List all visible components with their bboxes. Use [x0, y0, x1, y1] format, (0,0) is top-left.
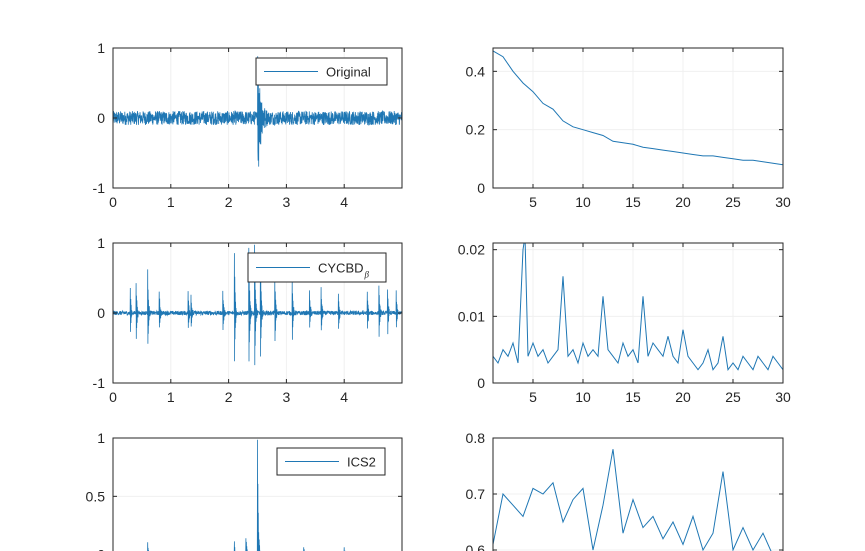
x-tick-label: 15 — [625, 194, 641, 210]
legend-label: CYCBD — [318, 261, 364, 276]
x-tick-label: 30 — [775, 194, 791, 210]
series-line — [493, 449, 772, 551]
tick-group: 0 1 2 3 4-101 — [93, 235, 402, 405]
axes-box — [492, 47, 784, 189]
x-tick-label: 3 — [283, 194, 291, 210]
panel-time-cycbd: 0 1 2 3 4-101 CYCBD β — [93, 235, 403, 405]
legend-label: Original — [326, 65, 371, 80]
y-tick-label: 1 — [97, 40, 105, 56]
axes-box — [492, 437, 784, 551]
y-tick-label: 0 — [97, 110, 105, 126]
x-tick-label: 10 — [575, 194, 591, 210]
y-tick-label: -1 — [93, 375, 106, 391]
y-tick-label: 0.02 — [458, 242, 485, 258]
series-group — [113, 244, 402, 366]
legend: ICS2 — [276, 447, 386, 476]
x-tick-label: 5 — [529, 389, 537, 405]
y-tick-label: 0 — [97, 547, 105, 551]
x-tick-label: 30 — [775, 389, 791, 405]
y-tick-label: 0.01 — [458, 308, 485, 324]
y-tick-label: 1 — [97, 235, 105, 251]
legend-subscript: β — [364, 270, 370, 280]
x-tick-label: 25 — [725, 194, 741, 210]
x-tick-label: 2 — [225, 194, 233, 210]
axes-box — [112, 437, 403, 551]
y-tick-label: 0 — [477, 180, 485, 196]
y-tick-label: 0.4 — [466, 63, 486, 79]
series-line — [113, 244, 402, 366]
panel-time-original: 0 1 2 3 4-101 Original — [93, 40, 403, 210]
legend: Original — [255, 57, 388, 86]
plot-area — [493, 48, 783, 188]
panel-time-ics2: 00.51 ICS2 — [86, 430, 403, 551]
panel-spectrum-original: 5 10 15 20 25 30 0 0.2 0.4 — [466, 47, 791, 210]
y-tick-label: 0.6 — [466, 542, 486, 551]
panel-spectrum-ics2: 0.6 0.7 0.8 — [466, 430, 784, 551]
tick-group: 00.51 — [86, 430, 402, 551]
series-group — [493, 243, 783, 371]
x-tick-label: 5 — [529, 194, 537, 210]
y-tick-label: 0 — [97, 305, 105, 321]
x-tick-label: 15 — [625, 389, 641, 405]
y-tick-label: 1 — [97, 430, 105, 446]
legend-label: ICS2 — [347, 455, 376, 470]
legend: CYCBD β — [247, 252, 387, 283]
panel-spectrum-cycbd: 5 10 15 20 25 30 0 0.01 0.02 — [458, 242, 791, 405]
x-tick-label: 4 — [340, 389, 348, 405]
series-group — [147, 439, 346, 551]
y-tick-label: -1 — [93, 180, 106, 196]
series-line — [147, 439, 346, 551]
x-tick-label: 1 — [167, 194, 175, 210]
y-tick-label: 0 — [477, 375, 485, 391]
x-tick-label: 25 — [725, 389, 741, 405]
y-tick-label: 0.8 — [466, 430, 486, 446]
x-tick-label: 20 — [675, 194, 691, 210]
series-group — [493, 449, 772, 551]
tick-group: 0 1 2 3 4-101 — [93, 40, 402, 210]
series-group — [493, 50, 783, 166]
y-tick-label: 0.7 — [466, 486, 486, 502]
axes-box — [492, 242, 784, 384]
x-tick-label: 3 — [283, 389, 291, 405]
x-tick-label: 2 — [225, 389, 233, 405]
x-tick-label: 20 — [675, 389, 691, 405]
x-tick-label: 1 — [167, 389, 175, 405]
series-group — [113, 56, 402, 167]
tick-group: 0.6 0.7 0.8 — [466, 430, 783, 551]
y-tick-label: 0.2 — [466, 122, 486, 138]
x-tick-label: 10 — [575, 389, 591, 405]
x-tick-label: 0 — [109, 389, 117, 405]
series-line — [493, 50, 783, 166]
x-tick-label: 0 — [109, 194, 117, 210]
y-tick-label: 0.5 — [86, 488, 106, 504]
tick-group: 5 10 15 20 25 30 0 0.2 0.4 — [466, 48, 791, 210]
tick-group: 5 10 15 20 25 30 0 0.01 0.02 — [458, 242, 791, 405]
series-line — [493, 243, 783, 371]
x-tick-label: 4 — [340, 194, 348, 210]
series-line — [113, 56, 402, 167]
